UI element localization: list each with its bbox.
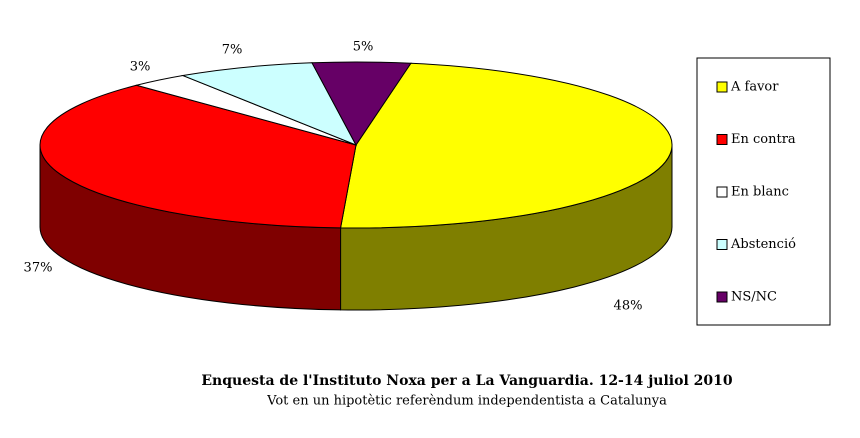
legend-swatch [716, 186, 728, 198]
legend-label: A favor [730, 80, 779, 95]
chart-title: Enquesta de l'Instituto Noxa per a La Va… [201, 373, 732, 389]
chart-subtitle: Vot en un hipotètic referèndum independe… [266, 394, 667, 409]
pie-slice [39, 84, 357, 229]
legend-label: En blanc [731, 185, 789, 200]
pie-slice [181, 62, 358, 146]
legend-label: NS/NC [731, 290, 777, 305]
legend-label: En contra [731, 132, 796, 147]
data-label: 48% [614, 299, 643, 314]
legend-swatch [716, 134, 728, 145]
legend-swatch [716, 81, 728, 93]
data-label: 5% [353, 40, 374, 55]
data-label: 37% [24, 261, 53, 276]
data-label: 7% [222, 43, 243, 58]
pie-slice [339, 62, 673, 229]
legend-swatch [716, 291, 728, 303]
data-label: 3% [130, 60, 151, 75]
legend-swatch [716, 239, 728, 250]
pie-slice [311, 61, 412, 146]
legend-label: Abstenció [730, 237, 796, 252]
